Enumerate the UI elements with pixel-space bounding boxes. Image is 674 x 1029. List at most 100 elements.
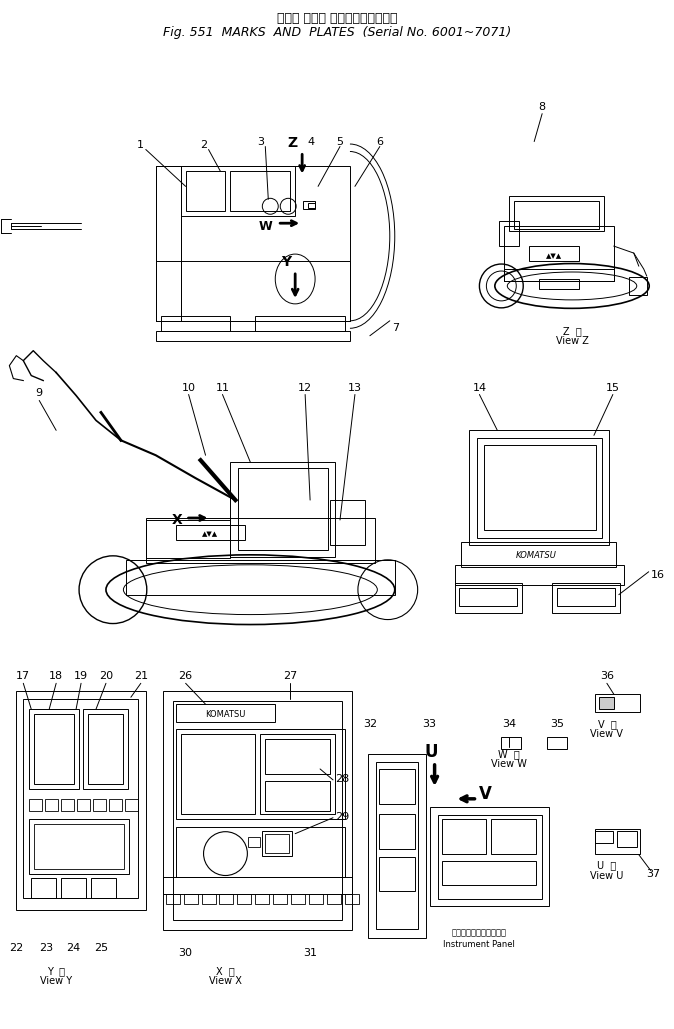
Bar	[156, 167, 181, 321]
Text: 29: 29	[335, 812, 349, 822]
Text: 4: 4	[307, 137, 314, 146]
Text: U: U	[425, 743, 438, 761]
Bar	[183, 894, 197, 904]
Bar	[255, 894, 270, 904]
Bar	[499, 221, 519, 246]
Text: 11: 11	[216, 383, 229, 392]
Text: 27: 27	[283, 671, 297, 681]
Text: 35: 35	[550, 719, 564, 730]
Text: Z  視: Z 視	[563, 326, 582, 335]
Bar	[109, 799, 122, 811]
Text: 36: 36	[600, 671, 614, 681]
Bar	[617, 830, 637, 847]
Bar	[454, 582, 522, 612]
Text: 23: 23	[39, 944, 53, 953]
Bar	[160, 316, 231, 330]
Text: 31: 31	[303, 948, 317, 958]
Text: View W: View W	[491, 759, 527, 769]
Text: 8: 8	[539, 102, 546, 112]
Text: KOMATSU: KOMATSU	[516, 552, 557, 561]
Bar	[156, 330, 350, 341]
Text: 17: 17	[16, 671, 30, 681]
Bar	[303, 202, 315, 209]
Bar	[460, 588, 517, 606]
Bar	[146, 518, 375, 563]
Bar	[173, 701, 342, 920]
Text: 19: 19	[74, 671, 88, 681]
Text: Z: Z	[287, 136, 297, 149]
Bar	[24, 700, 137, 898]
Bar	[309, 894, 323, 904]
Text: インスツルメントパネル: インスツルメントパネル	[452, 928, 507, 937]
Bar	[552, 582, 620, 612]
Bar	[202, 894, 216, 904]
Text: 13: 13	[348, 383, 362, 392]
Bar	[441, 860, 537, 886]
Bar	[454, 565, 624, 584]
Bar	[166, 894, 180, 904]
Bar	[31, 879, 56, 898]
Text: 1: 1	[137, 140, 144, 149]
Bar	[93, 799, 106, 811]
Bar	[88, 714, 123, 784]
Bar	[547, 737, 567, 749]
Text: Instrument Panel: Instrument Panel	[443, 941, 516, 949]
Text: 9: 9	[36, 389, 42, 398]
Bar	[595, 830, 613, 843]
Bar	[176, 704, 275, 722]
Text: Y  視: Y 視	[47, 966, 65, 977]
Text: X: X	[172, 513, 183, 527]
Bar	[629, 277, 647, 295]
Text: 6: 6	[376, 137, 384, 146]
Text: 28: 28	[335, 774, 349, 784]
Text: 16: 16	[650, 570, 665, 579]
Text: 34: 34	[502, 719, 516, 730]
Text: View U: View U	[590, 871, 623, 881]
Bar	[376, 762, 418, 929]
Bar	[595, 695, 640, 712]
Bar	[327, 894, 341, 904]
Text: 18: 18	[49, 671, 63, 681]
Bar	[220, 894, 233, 904]
Text: 3: 3	[257, 137, 264, 146]
Bar	[529, 246, 579, 261]
Bar	[34, 824, 124, 868]
Bar	[595, 828, 640, 854]
Text: W: W	[259, 220, 272, 233]
Bar	[437, 815, 542, 899]
Text: View X: View X	[209, 977, 242, 986]
Bar	[330, 500, 365, 545]
Bar	[181, 167, 295, 216]
Text: W  視: W 視	[498, 749, 520, 759]
Text: 21: 21	[133, 671, 148, 681]
Text: V: V	[479, 785, 492, 803]
Bar	[441, 819, 487, 854]
Text: 32: 32	[363, 719, 377, 730]
Bar	[237, 894, 251, 904]
Bar	[156, 261, 350, 321]
Bar	[248, 837, 260, 847]
Bar	[255, 316, 345, 330]
Bar	[501, 737, 521, 749]
Text: ▲▼▲: ▲▼▲	[546, 253, 562, 259]
Bar	[599, 698, 614, 709]
Bar	[185, 172, 226, 211]
Bar	[291, 894, 305, 904]
Text: Y: Y	[281, 255, 291, 269]
Bar	[379, 814, 415, 849]
Bar	[156, 167, 350, 321]
Bar	[462, 542, 616, 567]
Text: 37: 37	[646, 868, 661, 879]
Bar	[176, 525, 245, 540]
Text: 7: 7	[392, 323, 399, 332]
Text: 2: 2	[200, 140, 208, 149]
Bar	[379, 769, 415, 804]
Text: 5: 5	[336, 137, 344, 146]
Bar	[345, 894, 359, 904]
Bar	[61, 799, 74, 811]
Bar	[308, 204, 315, 208]
Bar	[77, 799, 90, 811]
Bar	[239, 468, 328, 549]
Bar	[16, 691, 146, 911]
Bar	[29, 709, 79, 789]
